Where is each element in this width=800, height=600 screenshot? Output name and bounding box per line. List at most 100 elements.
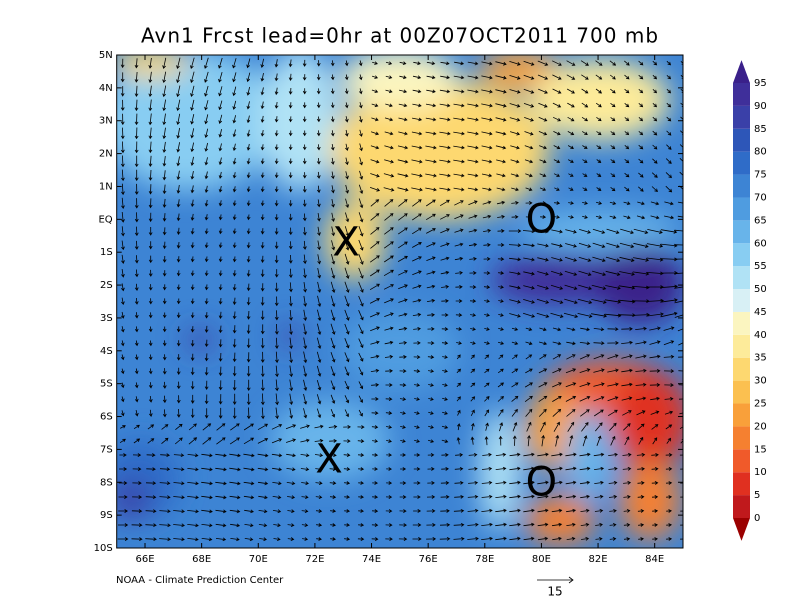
wind-arrow xyxy=(145,509,157,514)
wind-arrow xyxy=(246,72,251,83)
wind-arrow xyxy=(134,396,139,403)
wind-arrow xyxy=(441,467,449,471)
wind-arrow xyxy=(632,285,650,290)
wind-arrow xyxy=(606,228,620,234)
wind-arrow xyxy=(664,201,674,206)
wind-arrow xyxy=(414,453,421,457)
wind-arrow xyxy=(232,407,237,420)
wind-arrow xyxy=(426,537,437,541)
wind-arrow xyxy=(148,241,153,250)
wind-arrow xyxy=(426,509,436,513)
wind-arrow xyxy=(638,103,644,108)
wind-arrow xyxy=(581,74,589,80)
wind-arrow xyxy=(274,227,279,235)
wind-arrow xyxy=(399,89,408,94)
wind-arrow xyxy=(302,144,307,151)
wind-arrow xyxy=(303,408,308,419)
wind-arrow xyxy=(246,143,251,151)
wind-arrow xyxy=(246,393,251,406)
humidity-field xyxy=(116,55,683,548)
wind-arrow xyxy=(453,89,465,94)
colorbar-band xyxy=(733,83,750,106)
wind-arrow xyxy=(551,508,563,513)
colorbar-label: 70 xyxy=(754,192,767,203)
wind-arrow xyxy=(260,338,265,349)
wind-arrow xyxy=(425,117,437,122)
y-tick-label: 8S xyxy=(100,477,113,488)
wind-arrow xyxy=(605,285,621,290)
wind-arrow xyxy=(301,509,309,513)
wind-arrow xyxy=(370,326,380,332)
wind-arrow xyxy=(455,299,463,303)
wind-arrow xyxy=(176,156,181,167)
wind-arrow xyxy=(383,241,394,249)
wind-arrow xyxy=(257,423,269,431)
wind-arrow xyxy=(330,309,336,322)
wind-arrow xyxy=(370,213,380,221)
wind-arrow xyxy=(134,382,139,389)
wind-arrow xyxy=(454,256,464,261)
wind-arrow xyxy=(215,509,227,514)
wind-arrow xyxy=(468,200,478,206)
wind-arrow xyxy=(204,142,209,152)
wind-arrow xyxy=(148,184,153,195)
wind-arrow xyxy=(439,523,451,527)
wind-arrow xyxy=(524,382,533,388)
wind-arrow xyxy=(509,299,521,304)
wind-arrow xyxy=(148,284,153,291)
wind-arrow xyxy=(176,199,181,208)
wind-arrow xyxy=(511,382,519,388)
wind-arrow xyxy=(190,156,195,166)
colorbar-label: 60 xyxy=(754,238,767,249)
wind-arrow xyxy=(596,145,602,149)
wind-arrow xyxy=(537,74,549,80)
wind-arrow xyxy=(232,270,237,277)
wind-arrow xyxy=(413,327,421,331)
wind-arrow xyxy=(162,241,167,250)
wind-arrow xyxy=(120,410,125,417)
wind-arrow xyxy=(370,131,380,136)
wind-arrow xyxy=(134,340,139,347)
wind-arrow xyxy=(173,509,185,514)
wind-arrow xyxy=(442,411,448,415)
wind-arrow xyxy=(288,200,293,207)
wind-arrow xyxy=(581,88,589,94)
wind-arrow xyxy=(190,171,195,180)
wind-arrow xyxy=(652,523,658,527)
wind-arrow xyxy=(397,241,408,249)
wind-arrow xyxy=(566,536,576,541)
wind-arrow xyxy=(134,141,139,154)
wind-arrow xyxy=(316,144,321,151)
wind-arrow xyxy=(525,215,533,219)
wind-arrow xyxy=(413,355,421,359)
wind-arrow xyxy=(275,379,279,392)
wind-arrow xyxy=(650,410,660,415)
wind-arrow xyxy=(511,187,519,192)
wind-arrow xyxy=(357,439,365,443)
wind-arrow xyxy=(260,87,265,96)
wind-arrow xyxy=(275,393,279,406)
colorbar-band xyxy=(733,289,750,312)
wind-arrow xyxy=(246,214,251,221)
wind-arrow xyxy=(176,227,181,235)
wind-arrow xyxy=(257,467,269,472)
wind-arrow xyxy=(470,382,476,388)
wind-arrow xyxy=(636,410,646,416)
wind-arrow xyxy=(595,215,603,219)
wind-arrow xyxy=(218,284,223,291)
wind-arrow xyxy=(638,144,644,150)
wind-arrow xyxy=(624,117,630,122)
wind-arrow xyxy=(162,284,167,291)
wind-arrow xyxy=(453,159,465,164)
wind-arrow xyxy=(468,452,478,457)
wind-arrow xyxy=(176,256,181,263)
wind-arrow xyxy=(131,509,143,513)
colorbar-label: 85 xyxy=(754,124,767,135)
wind-arrow xyxy=(539,354,547,360)
wind-arrow xyxy=(148,326,153,333)
wind-arrow xyxy=(651,186,658,193)
wind-arrow xyxy=(176,142,181,153)
wind-arrow xyxy=(605,256,621,263)
wind-arrow xyxy=(400,425,406,429)
wind-arrow xyxy=(582,159,588,163)
